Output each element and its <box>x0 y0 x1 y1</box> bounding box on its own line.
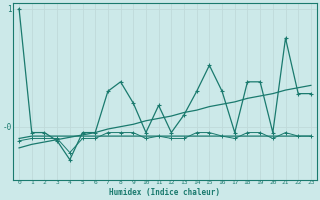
X-axis label: Humidex (Indice chaleur): Humidex (Indice chaleur) <box>109 188 220 197</box>
